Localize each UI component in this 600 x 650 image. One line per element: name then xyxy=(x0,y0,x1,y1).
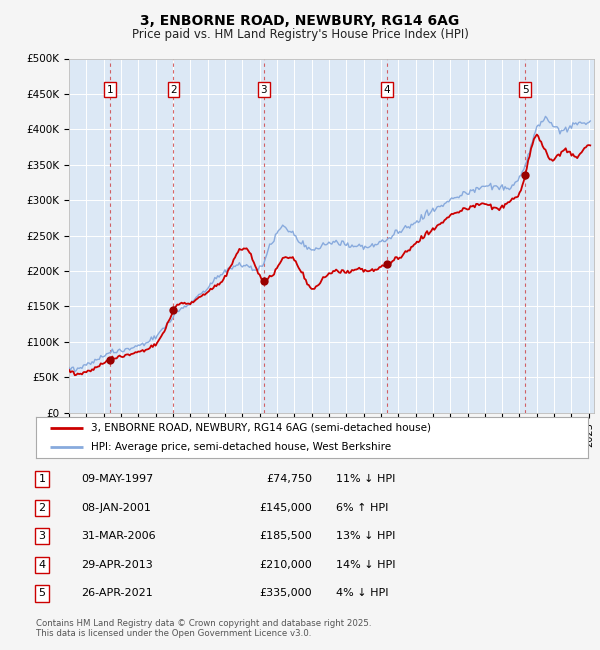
Text: 1: 1 xyxy=(107,84,113,95)
Text: £74,750: £74,750 xyxy=(266,474,312,484)
Text: 3: 3 xyxy=(38,531,46,541)
Text: HPI: Average price, semi-detached house, West Berkshire: HPI: Average price, semi-detached house,… xyxy=(91,442,391,452)
Text: 3: 3 xyxy=(260,84,267,95)
Text: 5: 5 xyxy=(522,84,529,95)
Text: Contains HM Land Registry data © Crown copyright and database right 2025.
This d: Contains HM Land Registry data © Crown c… xyxy=(36,619,371,638)
Text: 31-MAR-2006: 31-MAR-2006 xyxy=(81,531,155,541)
Text: 2: 2 xyxy=(170,84,177,95)
Text: 09-MAY-1997: 09-MAY-1997 xyxy=(81,474,153,484)
Text: 26-APR-2021: 26-APR-2021 xyxy=(81,588,153,599)
Text: 4: 4 xyxy=(383,84,390,95)
Text: 11% ↓ HPI: 11% ↓ HPI xyxy=(336,474,395,484)
Text: 5: 5 xyxy=(38,588,46,599)
Text: 08-JAN-2001: 08-JAN-2001 xyxy=(81,502,151,513)
Text: £335,000: £335,000 xyxy=(259,588,312,599)
Text: 1: 1 xyxy=(38,474,46,484)
Text: £145,000: £145,000 xyxy=(259,502,312,513)
Text: £210,000: £210,000 xyxy=(259,560,312,570)
Text: 4% ↓ HPI: 4% ↓ HPI xyxy=(336,588,389,599)
Text: 3, ENBORNE ROAD, NEWBURY, RG14 6AG (semi-detached house): 3, ENBORNE ROAD, NEWBURY, RG14 6AG (semi… xyxy=(91,422,431,432)
Text: 6% ↑ HPI: 6% ↑ HPI xyxy=(336,502,388,513)
Text: £185,500: £185,500 xyxy=(259,531,312,541)
Text: 2: 2 xyxy=(38,502,46,513)
Text: 13% ↓ HPI: 13% ↓ HPI xyxy=(336,531,395,541)
Text: 29-APR-2013: 29-APR-2013 xyxy=(81,560,153,570)
Text: 3, ENBORNE ROAD, NEWBURY, RG14 6AG: 3, ENBORNE ROAD, NEWBURY, RG14 6AG xyxy=(140,14,460,29)
Text: 14% ↓ HPI: 14% ↓ HPI xyxy=(336,560,395,570)
Text: 4: 4 xyxy=(38,560,46,570)
Text: Price paid vs. HM Land Registry's House Price Index (HPI): Price paid vs. HM Land Registry's House … xyxy=(131,28,469,41)
